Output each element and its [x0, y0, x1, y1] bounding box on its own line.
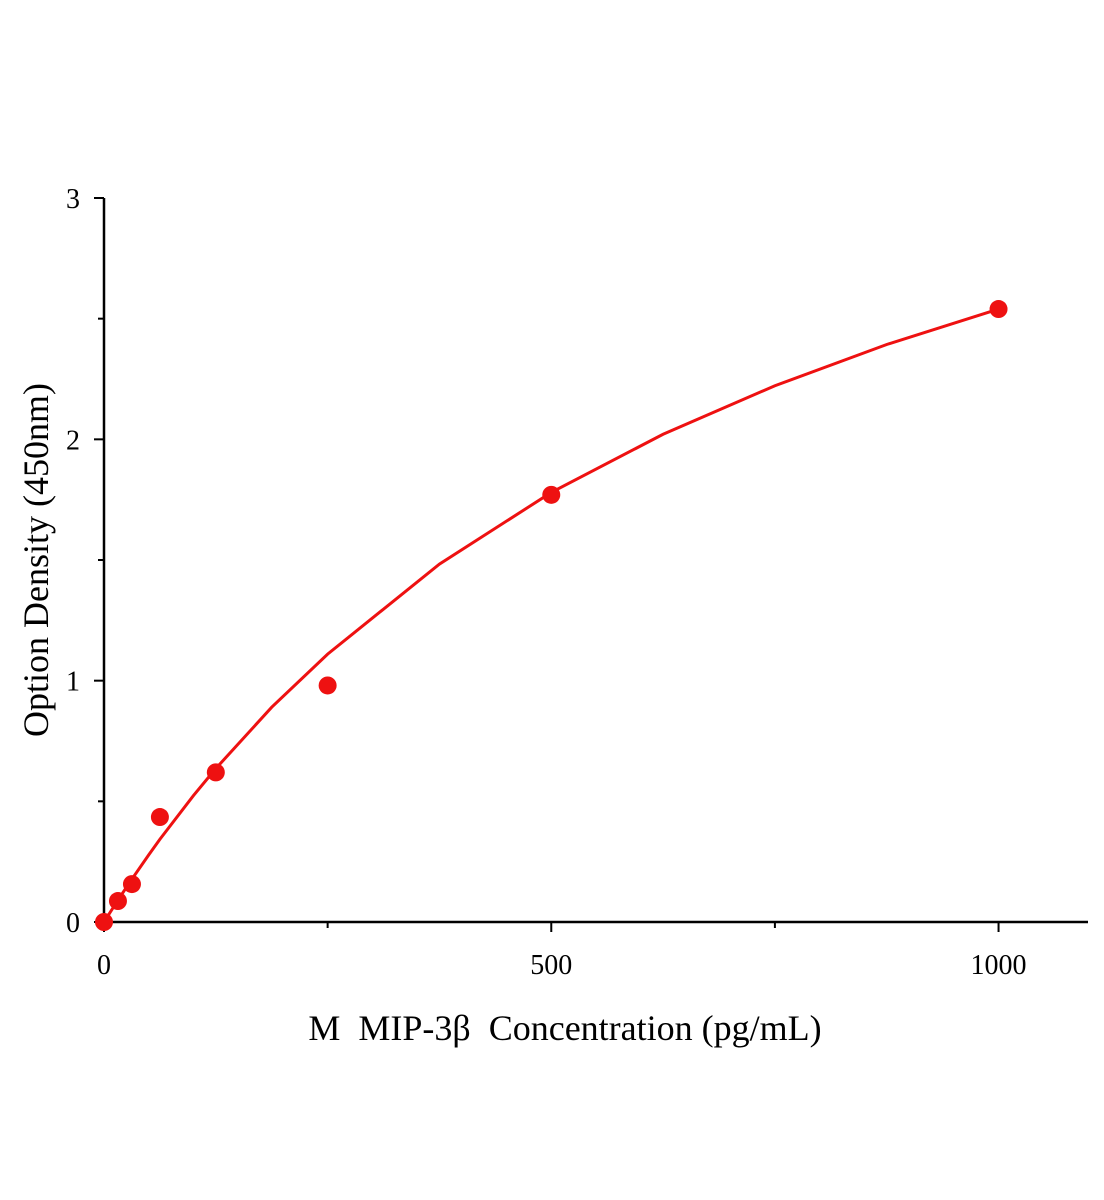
fit-curve: [102, 307, 999, 923]
point: [318, 676, 337, 695]
point: [206, 763, 225, 782]
point: [150, 808, 169, 827]
y-axis-label: Option Density (450nm): [16, 383, 56, 737]
x-axis-label: M MIP-3β Concentration (pg/mL): [308, 1008, 821, 1048]
x-tick-label: 1000: [971, 950, 1027, 981]
point: [122, 875, 141, 894]
point: [989, 300, 1008, 319]
point: [108, 892, 127, 911]
y-tick-label: 2: [66, 425, 80, 456]
point: [542, 485, 561, 504]
y-tick-label: 1: [66, 667, 80, 698]
point: [95, 913, 113, 931]
y-tick-label: 0: [66, 908, 80, 939]
x-tick-label: 500: [530, 950, 572, 981]
x-tick-label: 0: [97, 950, 111, 981]
y-tick-label: 3: [66, 184, 80, 215]
